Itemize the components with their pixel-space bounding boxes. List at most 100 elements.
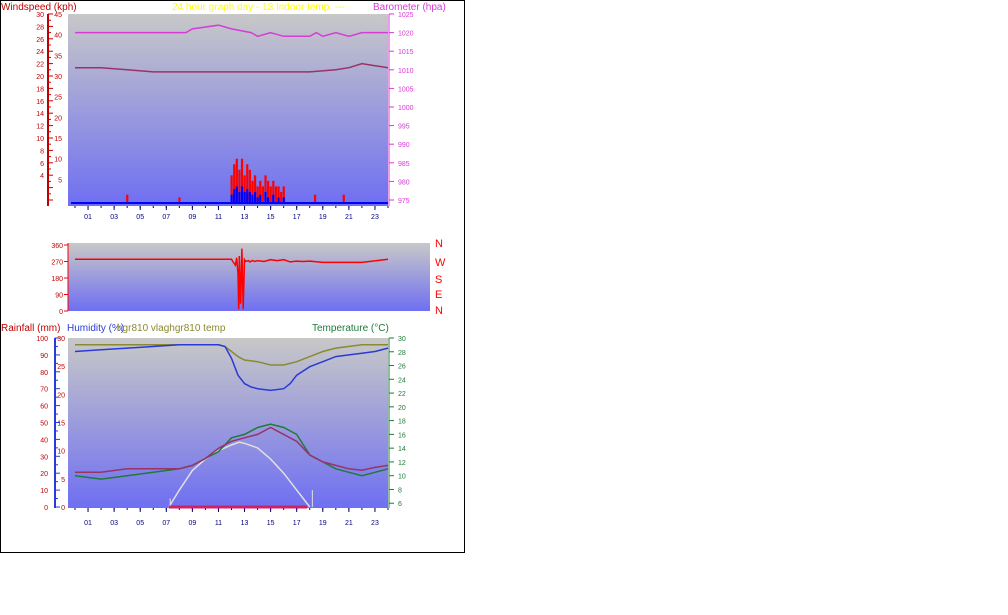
temperature-tick-label: 20 — [398, 405, 406, 412]
compass-label: N — [435, 305, 443, 317]
x-tick-label: 05 — [136, 520, 144, 527]
windspeed-tick-label: 16 — [36, 99, 44, 106]
avg-bar — [243, 191, 246, 203]
x-tick-label: 17 — [293, 520, 301, 527]
temperature-tick-label: 30 — [398, 336, 406, 343]
temperature-tick-label: 16 — [398, 432, 406, 439]
x-tick-label: 23 — [371, 214, 379, 221]
gust-bar — [282, 186, 285, 203]
temperature-tick-label: 14 — [398, 446, 406, 453]
avg-bar — [251, 194, 254, 203]
humidity-axis-label: Humidity (%) — [67, 323, 124, 334]
avg-bar — [259, 194, 262, 203]
gust-bar — [267, 180, 270, 203]
rainfall-tick-label: 30 — [40, 454, 48, 461]
rainfall-tick-label: 10 — [40, 488, 48, 495]
inner-tick-label: 40 — [54, 33, 62, 40]
temperature-tick-label: 22 — [398, 391, 406, 398]
temperature-tick-label: 12 — [398, 460, 406, 467]
humidity-line — [74, 344, 389, 392]
humidity-tick-label: 25 — [57, 364, 65, 371]
rainfall-tick-label: 80 — [40, 370, 48, 377]
rainfall-tick-label: 0 — [44, 505, 48, 512]
x-tick-label: 07 — [162, 214, 170, 221]
barometer-line — [75, 24, 388, 38]
x-tick-label: 17 — [293, 214, 301, 221]
gust-bar — [246, 164, 249, 203]
windspeed-tick-label: 22 — [36, 62, 44, 69]
windspeed-axis-label: Windspeed (kph) — [1, 2, 77, 13]
bottom-plot-area — [68, 338, 388, 508]
barometer-tick-label: 1015 — [398, 49, 414, 56]
top-plot-area — [68, 14, 388, 206]
windspeed-tick-label: 14 — [36, 111, 44, 118]
windspeed-tick-label: 6 — [40, 161, 44, 168]
direction-tick-label: 360 — [51, 243, 63, 250]
x-tick-label: 21 — [345, 520, 353, 527]
x-tick-label: 07 — [162, 520, 170, 527]
windspeed-tick-label: 26 — [36, 37, 44, 44]
direction-tick-label: 0 — [59, 309, 63, 316]
temperature-axis-label: Temperature (°C) — [312, 323, 389, 334]
gust-bar — [251, 180, 254, 203]
humidity-tick-label: 5 — [61, 477, 65, 484]
gust-bar — [261, 186, 264, 203]
barometer-tick-label: 1020 — [398, 31, 414, 38]
gust-bar — [259, 180, 262, 203]
windspeed-tick-label: 18 — [36, 86, 44, 93]
barometer-tick-label: 995 — [398, 124, 410, 131]
x-tick-label: 13 — [241, 214, 249, 221]
temperature-tick-label: 6 — [398, 501, 402, 508]
indoor-temp-line — [75, 62, 389, 73]
x-tick-label: 09 — [188, 520, 196, 527]
x-tick-label: 03 — [110, 520, 118, 527]
gust-bar — [313, 194, 317, 203]
windspeed-tick-label: 24 — [36, 49, 44, 56]
solar-line — [168, 441, 311, 508]
direction-tick-label: 180 — [51, 276, 63, 283]
windspeed-tick-label: 8 — [40, 148, 44, 155]
gust-bar — [248, 169, 251, 203]
avg-bar — [267, 197, 270, 203]
windspeed-tick-label: 4 — [40, 173, 44, 180]
rainfall-tick-label: 100 — [36, 336, 48, 343]
gust-bar — [269, 186, 272, 203]
compass-label: W — [435, 257, 446, 269]
humidity-tick-label: 20 — [57, 392, 65, 399]
avg-bar — [246, 189, 249, 203]
gust-bar — [235, 158, 238, 203]
avg-bar — [282, 197, 285, 203]
gust-bar — [264, 175, 267, 203]
inner-tick-label: 45 — [54, 12, 62, 19]
temperature-tick-label: 18 — [398, 419, 406, 426]
gust-bar — [230, 175, 233, 203]
avg-bar — [256, 197, 259, 203]
humidity-tick-label: 0 — [61, 505, 65, 512]
barometer-tick-label: 1010 — [398, 68, 414, 75]
humidity-tick-label: 15 — [57, 421, 65, 428]
rainfall-axis-label: Rainfall (mm) — [1, 323, 60, 334]
barometer-tick-label: 1000 — [398, 105, 414, 112]
gust-bar — [272, 180, 275, 203]
inner-tick-label: 10 — [54, 157, 62, 164]
humidity-tick-label: 30 — [57, 336, 65, 343]
inner-tick-label: 5 — [58, 177, 62, 184]
humidity-tick-label: 10 — [57, 449, 65, 456]
compass-label: S — [435, 274, 442, 286]
mid-plot-area — [68, 243, 430, 311]
rainfall-tick-label: 50 — [40, 421, 48, 428]
gust-bar — [277, 186, 280, 203]
barometer-tick-label: 1025 — [398, 12, 414, 19]
compass-label: N — [435, 238, 443, 250]
windspeed-tick-label: 10 — [36, 136, 44, 143]
temperature-line — [74, 423, 389, 480]
x-tick-label: 01 — [84, 520, 92, 527]
temperature-tick-label: 10 — [398, 474, 406, 481]
avg-bar — [233, 189, 236, 203]
gust-bar — [238, 169, 241, 203]
gust-bar — [280, 191, 283, 203]
wind-direction-line — [75, 248, 389, 310]
barometer-tick-label: 975 — [398, 198, 410, 205]
avg-bar — [248, 191, 251, 203]
